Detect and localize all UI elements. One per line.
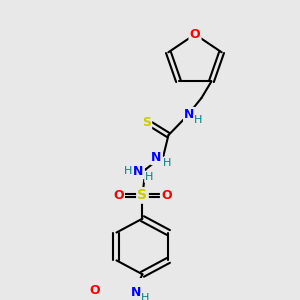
Text: H: H	[141, 293, 150, 300]
Text: H: H	[194, 115, 202, 125]
Text: O: O	[89, 284, 100, 298]
Text: O: O	[113, 189, 124, 202]
Text: N: N	[131, 286, 142, 299]
Text: H: H	[124, 166, 133, 176]
Text: H: H	[163, 158, 172, 168]
Text: O: O	[190, 28, 200, 41]
Text: H: H	[145, 172, 154, 182]
Text: O: O	[161, 189, 172, 202]
Text: N: N	[184, 108, 195, 121]
Text: N: N	[151, 151, 162, 164]
Text: N: N	[133, 165, 144, 178]
Text: S: S	[137, 188, 148, 203]
Text: S: S	[142, 116, 151, 129]
